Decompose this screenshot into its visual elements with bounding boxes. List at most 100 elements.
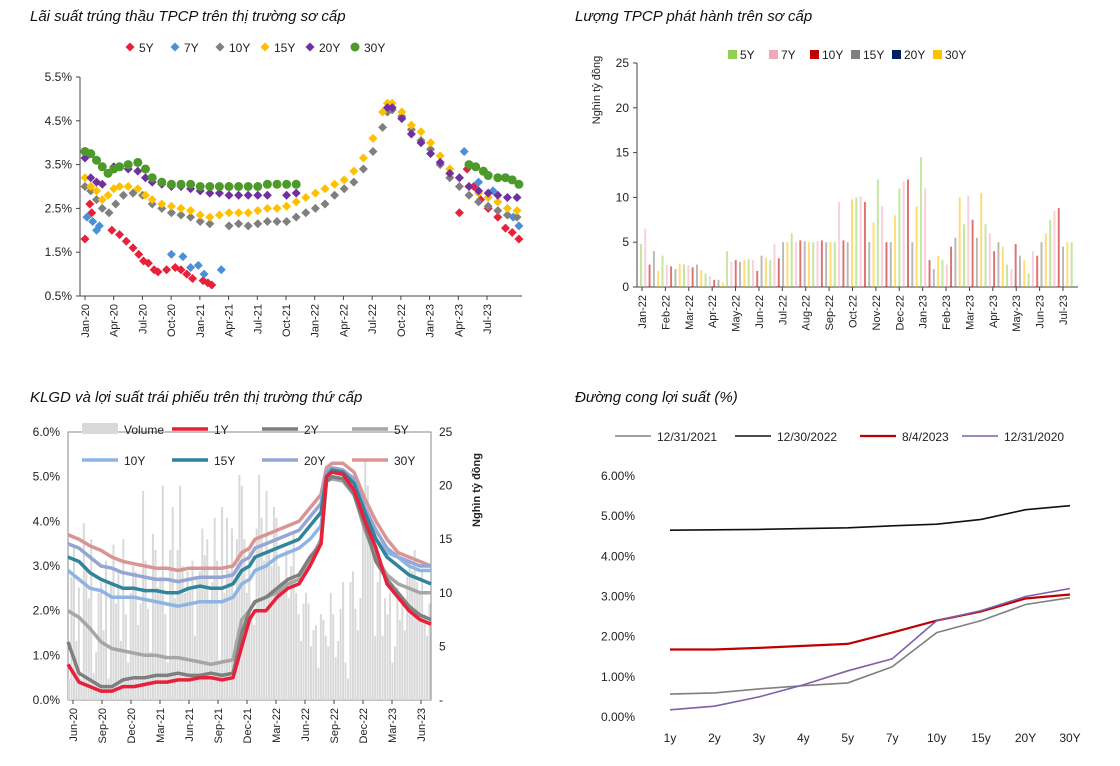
volume-bar [129,592,132,700]
data-point-20Y [512,192,522,202]
data-point-15Y [234,208,244,218]
issuance-bar [958,197,961,287]
volume-bar [68,678,70,700]
secondary-yield-chart: 0.0% 1.0% 2.0% 3.0% 4.0% 5.0% 6.0% - 5 10 15 20 25 Ng… [33,423,483,743]
issuance-bar [863,201,866,287]
data-point-7Y [88,217,98,227]
data-point-20Y [243,190,253,200]
data-point-5Y [514,234,524,244]
data-point-15Y [133,184,143,194]
volume-bar [137,624,140,700]
issuance-bar [988,233,991,287]
volume-bar [270,566,273,700]
volume-bar [151,533,154,700]
data-point-15Y [92,186,102,196]
volume-bar [228,571,231,700]
legend-label: 12/31/2020 [1004,430,1064,444]
x-tick-label: 2y [708,731,721,745]
data-point-5Y [188,273,198,283]
data-point-5Y [507,227,517,237]
volume-bar [391,662,394,700]
volume-bar [255,528,258,700]
x-tick-label: May-23 [1011,295,1023,332]
legend-label: 12/31/2021 [657,430,717,444]
issuance-bar [795,242,797,287]
volume-bar [403,630,406,700]
data-point-30Y [147,173,157,183]
volume-bar [295,592,298,700]
volume-bar [176,549,179,700]
line-1Y [66,470,432,693]
legend-label: 30Y [945,48,966,62]
volume-bar [97,592,100,700]
curve-line [669,504,1071,531]
volume-bar [364,458,367,700]
data-point-10Y [474,197,484,207]
issuance-bar [950,246,953,287]
issuance-bar [652,251,655,287]
x-tick-label: Sep-21 [213,708,225,743]
volume-bar [305,592,308,700]
data-point-30Y [514,179,524,189]
data-point-30Y [123,160,133,170]
issuance-bar [954,237,957,287]
volume-bar [80,678,83,700]
volume-bar [374,635,377,700]
legend-label: 20Y [304,454,325,468]
volume-bar [223,592,226,700]
y-tick-label: 10 [616,190,630,204]
data-point-20Y [86,173,96,183]
issuance-bar [898,188,901,287]
data-point-20Y [262,190,272,200]
data-point-7Y [193,260,203,270]
volume-bar [70,576,73,700]
data-point-20Y [224,190,234,200]
x-tick-label: Jul-21 [252,304,264,334]
x-tick-label: Jun-21 [184,708,196,742]
volume-bar [211,582,214,700]
x-tick-label: Jan-21 [195,304,207,338]
data-point-15Y [378,107,388,117]
issuance-bar [941,260,944,287]
volume-bar [201,528,204,700]
data-point-10Y [483,201,493,211]
volume-bar [181,566,184,700]
y-tick-label: 5.0% [33,470,61,484]
volume-bar [139,603,142,700]
legend-label: 2Y [304,423,319,437]
primary-yield-chart: 0.5% 1.5% 2.5% 3.5% 4.5% 5.5% Jan-20 Apr-20 Jul-… [45,41,524,338]
issuance-bar [665,264,668,287]
y-tick-label: 1.00% [601,670,635,684]
volume-bar [184,592,187,700]
data-point-5Y [143,258,153,268]
volume-bar [381,635,384,700]
x-tick-label: Aug-22 [801,295,813,330]
data-point-7Y [178,252,188,262]
issuance-bar [937,255,940,287]
issuance-bar [730,261,733,287]
y-right-tick-label: 5 [439,639,446,653]
volume-bar [132,566,135,700]
chart-title: Lãi suất trúng thầu TPCP trên thị trường… [30,8,346,25]
data-point-5Y [115,230,125,240]
y-tick-label: 20 [616,101,630,115]
issuance-bar [670,266,673,287]
issuance-bar [919,157,922,287]
data-point-10Y [502,210,512,220]
x-tick-label: Nov-22 [871,295,883,330]
volume-bar [95,651,98,700]
issuance-bar [704,273,707,287]
issuance-bar [820,240,823,287]
data-point-20Y [234,190,244,200]
issuance-bar [695,264,698,287]
issuance-bar [980,192,983,287]
volume-bar [258,474,261,700]
issuance-bar [1014,243,1017,287]
x-tick-label: Dec-22 [894,295,906,330]
issuance-bar [717,279,720,287]
data-point-20Y [140,173,150,183]
volume-bar [401,603,404,700]
data-point-20Y [435,157,445,167]
x-tick-label: Jul-22 [367,304,379,334]
data-point-20Y [445,168,455,178]
